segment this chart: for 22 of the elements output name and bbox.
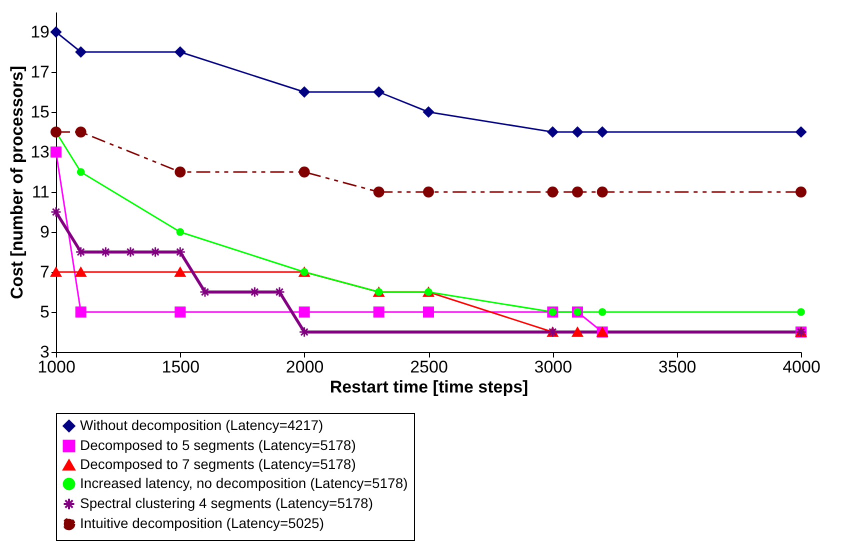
x-tick-label: 2000 [286, 358, 324, 376]
x-tick-label: 1500 [162, 358, 200, 376]
y-tick-label: 13 [30, 142, 50, 162]
legend-label: Decomposed to 7 segments (Latency=5178) [80, 456, 356, 472]
x-tick-label: 4000 [782, 358, 820, 376]
x-axis-title: Restart time [time steps] [330, 378, 528, 396]
y-tick-label: 15 [30, 102, 50, 122]
x-tick-label: 2500 [410, 358, 448, 376]
y-axis-title: Cost [number of processors] [8, 66, 27, 300]
y-tick-label: 19 [30, 22, 50, 42]
legend-label: Increased latency, no decomposition (Latency=5178) [80, 475, 408, 491]
legend-label: Spectral clustering 4 segments (Latency=5178) [80, 495, 373, 511]
legend-label: Intuitive decomposition (Latency=5025) [80, 515, 324, 531]
legend-label: Decomposed to 5 segments (Latency=5178) [80, 437, 356, 453]
x-tick-label: 3000 [534, 358, 572, 376]
y-tick-label: 7 [40, 262, 50, 282]
y-tick-label: 5 [40, 302, 50, 322]
y-tick-label: 9 [40, 222, 50, 242]
legend-label: Without decomposition (Latency=4217) [80, 417, 324, 433]
x-tick-label: 3500 [658, 358, 696, 376]
y-tick-label: 11 [32, 182, 50, 202]
y-tick-label: 17 [30, 62, 50, 82]
